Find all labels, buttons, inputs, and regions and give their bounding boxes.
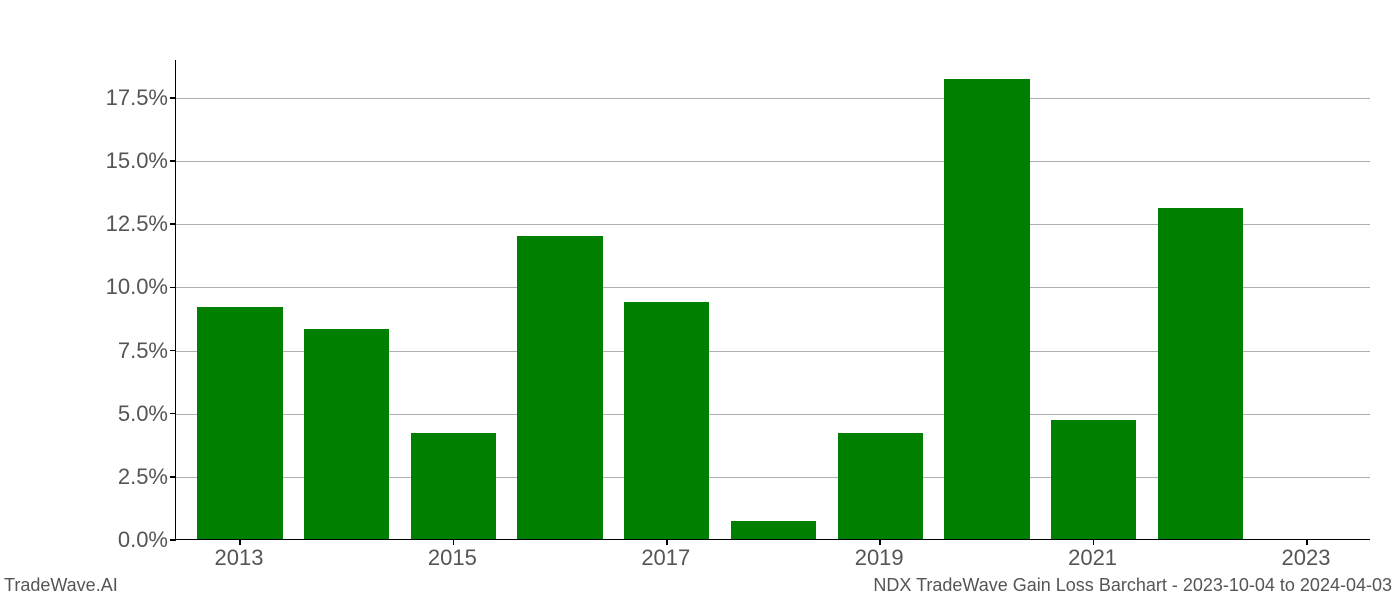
bar-2020 — [944, 79, 1029, 539]
x-tick-label: 2013 — [215, 545, 264, 571]
y-tick-label: 12.5% — [78, 211, 168, 237]
bar-2019 — [838, 433, 923, 539]
bar-2022 — [1158, 208, 1243, 539]
y-tick-label: 7.5% — [78, 338, 168, 364]
bar-2014 — [304, 329, 389, 539]
y-tick-label: 0.0% — [78, 527, 168, 553]
y-tick-label: 5.0% — [78, 401, 168, 427]
bar-2021 — [1051, 420, 1136, 539]
bar-2017 — [624, 302, 709, 539]
y-tick-label: 10.0% — [78, 274, 168, 300]
plot-area — [175, 60, 1370, 540]
gridline — [176, 161, 1370, 162]
y-tick-label: 15.0% — [78, 148, 168, 174]
gain-loss-barchart: 0.0% 2.5% 5.0% 7.5% 10.0% 12.5% 15.0% 17.5% 201… — [0, 0, 1400, 600]
y-tick-mark — [170, 350, 176, 352]
gridline — [176, 98, 1370, 99]
footer-right: NDX TradeWave Gain Loss Barchart - 2023-… — [873, 575, 1392, 596]
x-tick-label: 2023 — [1281, 545, 1330, 571]
x-tick-label: 2015 — [428, 545, 477, 571]
bar-2013 — [197, 307, 282, 539]
y-tick-mark — [170, 539, 176, 541]
x-tick-label: 2019 — [855, 545, 904, 571]
y-tick-label: 17.5% — [78, 85, 168, 111]
bar-2018 — [731, 521, 816, 539]
y-tick-mark — [170, 160, 176, 162]
y-tick-mark — [170, 287, 176, 289]
footer-left: TradeWave.AI — [4, 575, 118, 596]
y-tick-mark — [170, 476, 176, 478]
x-tick-label: 2017 — [641, 545, 690, 571]
bar-2016 — [517, 236, 602, 539]
y-tick-mark — [170, 97, 176, 99]
y-tick-mark — [170, 223, 176, 225]
bar-2015 — [411, 433, 496, 539]
y-tick-label: 2.5% — [78, 464, 168, 490]
x-tick-label: 2021 — [1068, 545, 1117, 571]
y-tick-mark — [170, 413, 176, 415]
